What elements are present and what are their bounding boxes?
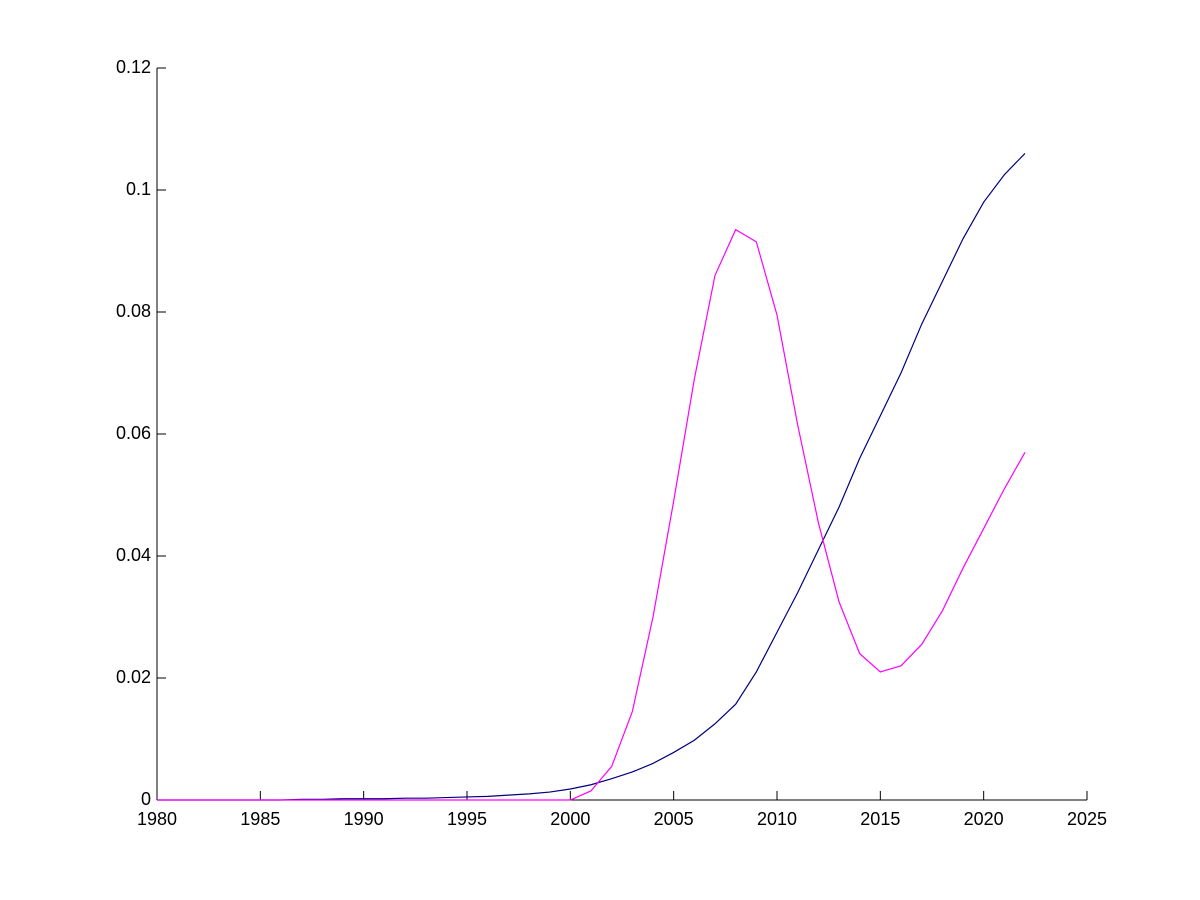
x-tick-label: 2025 [1067,809,1107,829]
x-tick-label: 1995 [447,809,487,829]
y-tick-label: 0.06 [116,423,151,443]
y-tick-label: 0.02 [116,667,151,687]
x-tick-label: 2010 [757,809,797,829]
y-tick-label: 0.08 [116,301,151,321]
x-tick-label: 2015 [860,809,900,829]
x-tick-label: 2000 [550,809,590,829]
x-tick-label: 1985 [240,809,280,829]
x-tick-label: 1980 [137,809,177,829]
y-tick-label: 0.1 [126,179,151,199]
x-tick-label: 2020 [964,809,1004,829]
y-tick-label: 0.04 [116,545,151,565]
series-line [157,228,1026,801]
x-tick-label: 1990 [344,809,384,829]
x-tick-label: 2005 [654,809,694,829]
series-line [157,152,1026,801]
y-tick-label: 0.12 [116,57,151,77]
y-tick-label: 0 [141,789,151,809]
